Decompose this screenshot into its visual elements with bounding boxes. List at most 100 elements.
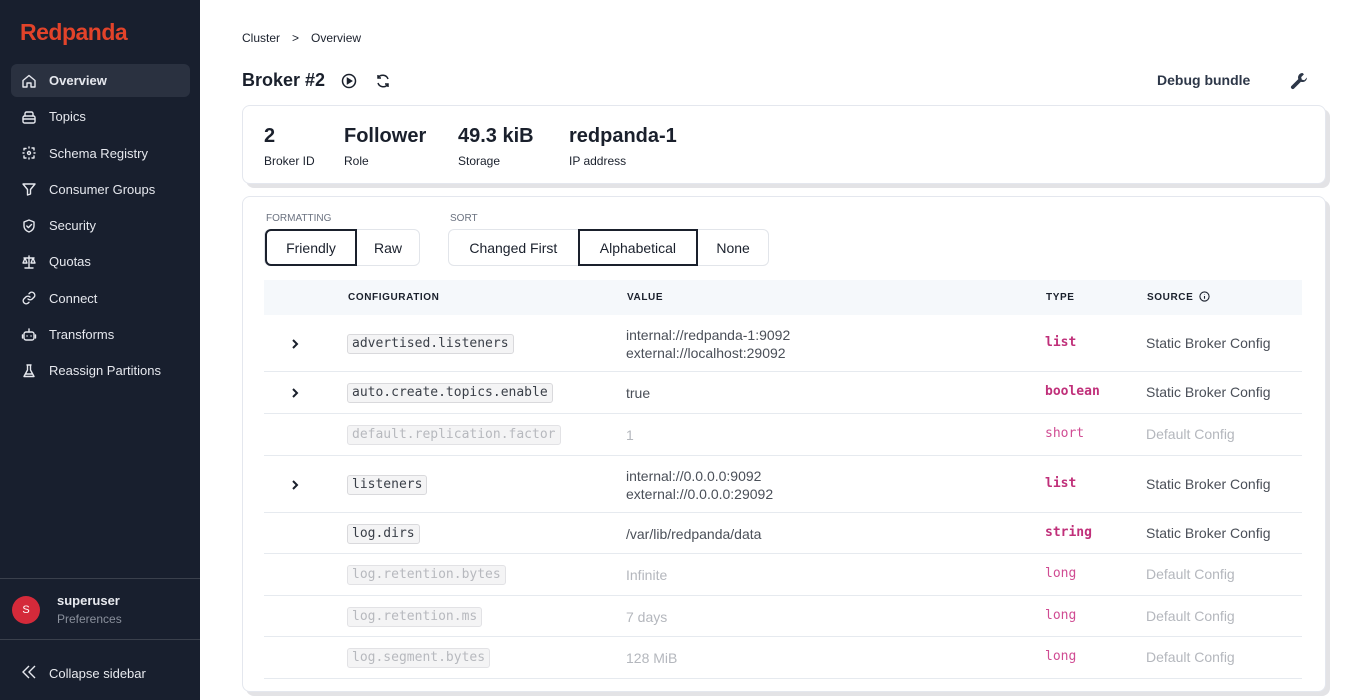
formatting-friendly[interactable]: Friendly xyxy=(265,229,357,266)
home-icon xyxy=(21,73,37,89)
table-row[interactable]: auto.create.topics.enable true boolean Stat… xyxy=(264,372,1302,414)
sidebar-item-topics[interactable]: Topics xyxy=(11,100,190,133)
config-value-line: internal://0.0.0.0:9092 xyxy=(626,467,762,484)
sidebar-item-security[interactable]: Security xyxy=(11,209,190,242)
broker-title: Broker #2 xyxy=(242,70,326,90)
config-type: long xyxy=(1045,566,1077,581)
user-menu[interactable]: S superuser Preferences xyxy=(0,578,200,640)
double-chevron-left-icon xyxy=(21,664,37,683)
topics-icon xyxy=(21,109,37,125)
sidebar: Redpanda Overview Topics Schema Registry Co… xyxy=(0,0,200,700)
table-row[interactable]: default.replication.factor 1 short Default … xyxy=(264,414,1302,456)
config-name: advertised.listeners xyxy=(347,333,514,354)
refresh-icon[interactable] xyxy=(373,71,393,91)
sort-none[interactable]: None xyxy=(716,239,750,256)
sidebar-item-schema-registry[interactable]: Schema Registry xyxy=(11,137,190,170)
config-type: boolean xyxy=(1045,384,1100,399)
config-name: auto.create.topics.enable xyxy=(347,383,553,403)
column-source-label: SOURCE xyxy=(1147,292,1194,303)
sidebar-nav: Overview Topics Schema Registry Consumer Gr… xyxy=(11,64,190,391)
table-row[interactable]: advertised.listeners internal://redpanda-… xyxy=(264,315,1302,372)
config-value-line: external://localhost:29092 xyxy=(626,344,786,361)
sidebar-item-connect[interactable]: Connect xyxy=(11,282,190,315)
config-type: long xyxy=(1045,607,1077,623)
sidebar-item-label: Topics xyxy=(49,109,86,125)
table-row[interactable]: log.segment.bytes 128 MiB long Default Conf… xyxy=(264,637,1302,679)
stat-label: Storage xyxy=(458,154,501,168)
formatting-toggle: Friendly Raw xyxy=(264,229,420,266)
sort-label: SORT xyxy=(450,213,478,224)
stat-storage: 49.3 kiB Storage xyxy=(458,125,534,168)
stat-label: Broker ID xyxy=(264,154,315,168)
table-row[interactable]: listeners internal://0.0.0.0:9092 external… xyxy=(264,456,1302,513)
redpanda-logo[interactable]: Redpanda xyxy=(20,19,128,45)
sidebar-item-transforms[interactable]: Transforms xyxy=(11,318,190,351)
wrench-icon[interactable] xyxy=(1289,71,1309,96)
config-value-line: external://0.0.0.0:29092 xyxy=(626,485,774,502)
config-value: 1 xyxy=(626,426,634,444)
config-source: Default Config xyxy=(1146,607,1235,624)
breadcrumb-cluster[interactable]: Cluster xyxy=(242,31,281,45)
config-source: Static Broker Config xyxy=(1146,524,1271,541)
sort-toggle: Changed First Alphabetical None xyxy=(448,229,769,266)
formatting-raw[interactable]: Raw xyxy=(373,239,402,256)
config-name: log.retention.ms xyxy=(347,606,483,627)
link-icon xyxy=(21,290,37,306)
chevron-right-icon[interactable] xyxy=(290,336,300,355)
config-card: FORMATTING Friendly Raw SORT Changed Fir… xyxy=(242,196,1326,692)
sidebar-item-overview[interactable]: Overview xyxy=(11,64,190,97)
table-row[interactable]: log.retention.ms 7 days long Default Config xyxy=(264,596,1302,637)
config-source: Static Broker Config xyxy=(1146,384,1271,400)
config-name: log.segment.bytes xyxy=(347,648,491,668)
config-value-line: Infinite xyxy=(626,567,668,583)
table-row[interactable]: log.retention.bytes Infinite long Default C… xyxy=(264,554,1302,596)
page-title: Broker #2 xyxy=(242,70,393,91)
config-type: long xyxy=(1045,649,1077,664)
chevron-right-icon[interactable] xyxy=(290,477,300,496)
robot-icon xyxy=(21,327,37,343)
sidebar-item-consumer-groups[interactable]: Consumer Groups xyxy=(11,173,190,206)
filter-icon xyxy=(21,181,37,197)
avatar[interactable]: S xyxy=(12,596,40,624)
preferences-link[interactable]: Preferences xyxy=(57,612,122,626)
config-value: Infinite xyxy=(626,566,667,584)
sidebar-item-quotas[interactable]: Quotas xyxy=(11,245,190,278)
broker-info-card: 2 Broker ID Follower Role 49.3 kiB Storage … xyxy=(242,105,1326,184)
table-row[interactable]: log.dirs/var/lib/redpanda/data string Stat… xyxy=(264,513,1302,554)
config-source: Default Config xyxy=(1146,649,1235,665)
user-name[interactable]: superuser xyxy=(57,593,120,608)
config-value-line: /var/lib/redpanda/data xyxy=(626,525,762,542)
sidebar-item-label: Transforms xyxy=(49,327,115,343)
column-source: SOURCE xyxy=(1147,291,1210,303)
column-type: TYPE xyxy=(1046,292,1075,303)
config-value: true xyxy=(626,384,650,402)
stat-role: Follower Role xyxy=(344,125,426,168)
sidebar-item-label: Schema Registry xyxy=(49,145,148,161)
play-circle-icon[interactable] xyxy=(339,71,359,91)
info-icon[interactable] xyxy=(1199,291,1210,302)
sort-changed-first[interactable]: Changed First xyxy=(469,239,558,256)
sort-alphabetical[interactable]: Alphabetical xyxy=(577,229,699,266)
stat-value: 49.3 kiB xyxy=(458,125,534,147)
sidebar-item-reassign-partitions[interactable]: Reassign Partitions xyxy=(11,354,190,387)
sidebar-item-label: Reassign Partitions xyxy=(49,363,161,379)
sidebar-item-label: Overview xyxy=(49,73,107,88)
collapse-sidebar-button[interactable]: Collapse sidebar xyxy=(21,664,146,683)
config-type: list xyxy=(1045,475,1077,491)
config-value: internal://redpanda-1:9092 external://loc… xyxy=(626,326,790,362)
config-name: log.retention.bytes xyxy=(347,565,506,585)
breadcrumb-separator-icon: > xyxy=(292,31,300,45)
debug-bundle-button[interactable]: Debug bundle xyxy=(1157,72,1251,88)
sidebar-item-label: Security xyxy=(49,218,96,234)
config-source: Default Config xyxy=(1146,426,1235,442)
shield-icon xyxy=(21,218,37,234)
config-source: Default Config xyxy=(1146,566,1235,582)
stat-label: Role xyxy=(344,154,369,168)
config-value-line: 128 MiB xyxy=(626,650,678,666)
stat-ip-address: redpanda-1 IP address xyxy=(569,125,677,168)
chevron-right-icon[interactable] xyxy=(290,385,300,404)
config-value-line: 7 days xyxy=(626,608,668,625)
flask-icon xyxy=(21,363,37,379)
formatting-label: FORMATTING xyxy=(266,213,332,224)
config-value-line: true xyxy=(626,385,651,401)
